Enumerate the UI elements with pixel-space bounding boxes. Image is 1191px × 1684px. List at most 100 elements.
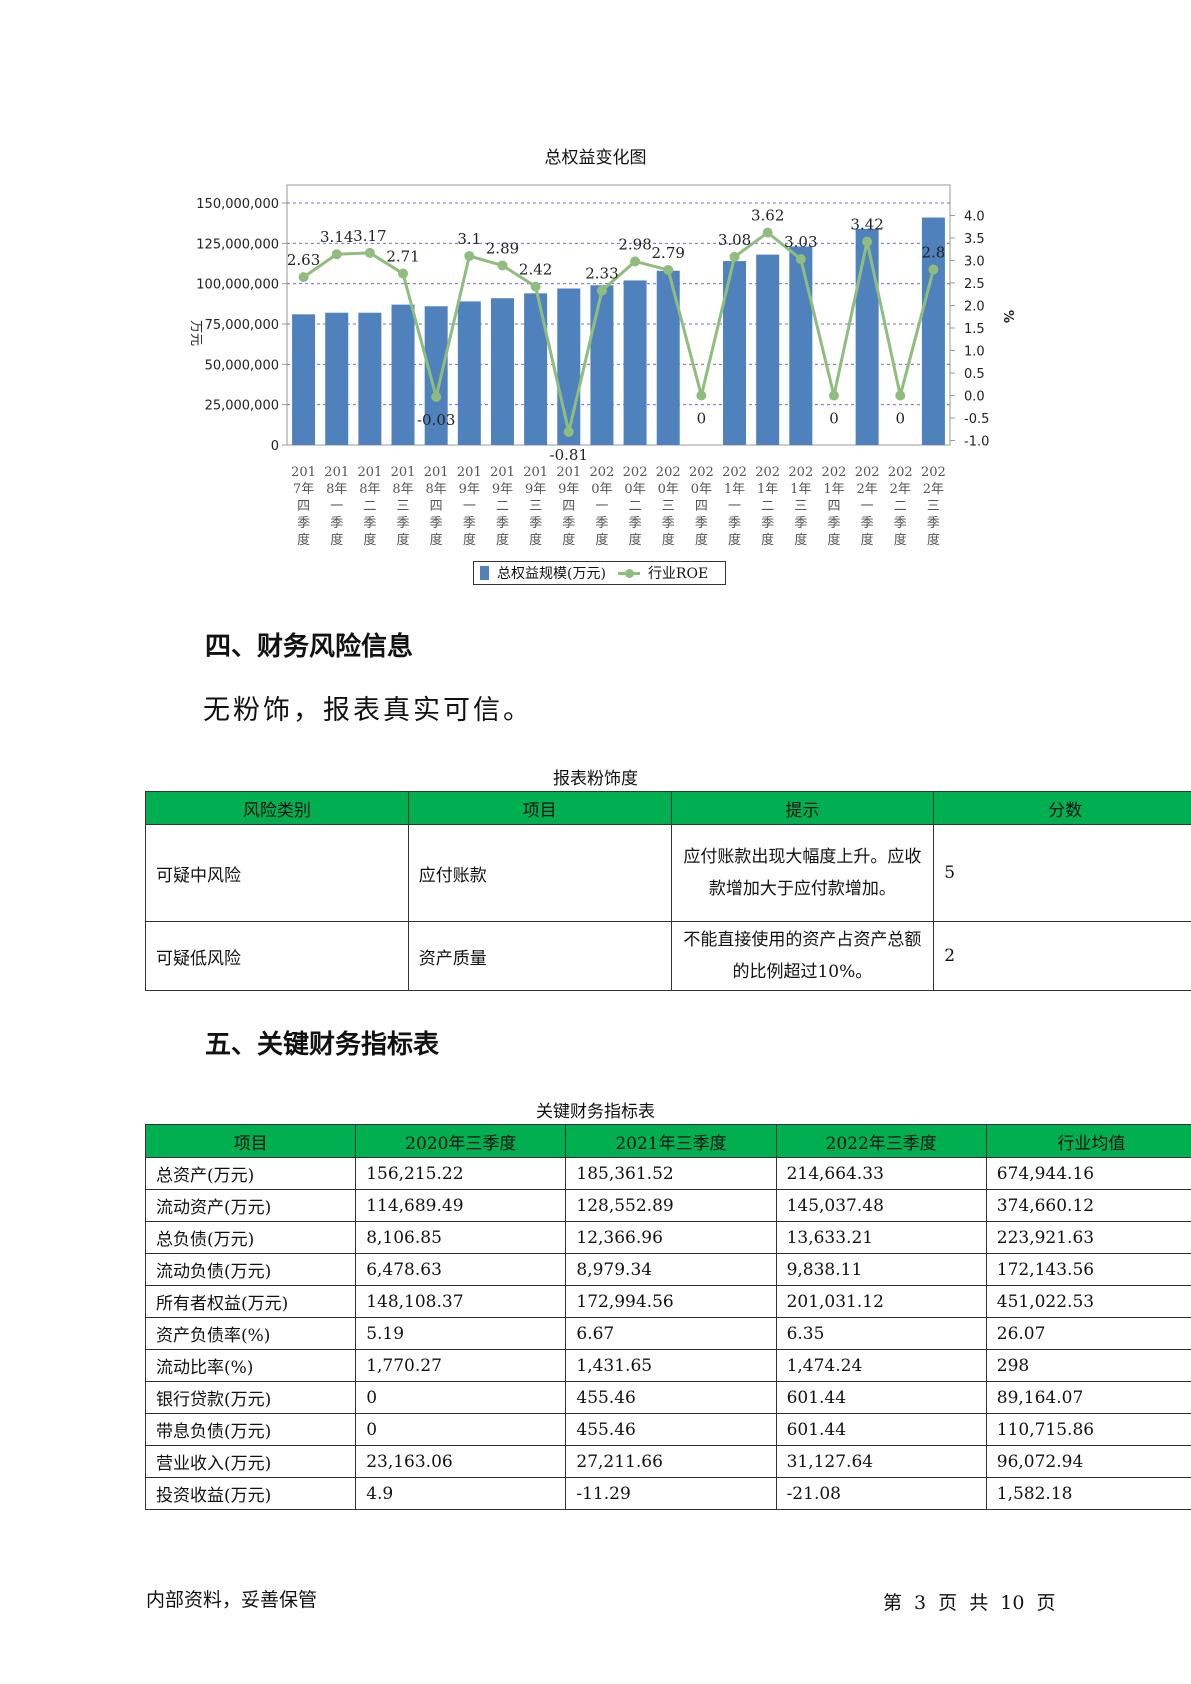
bar bbox=[756, 254, 780, 445]
indicator-label: 投资收益(万元) bbox=[144, 1477, 357, 1510]
x-tick-label: 度 bbox=[794, 532, 807, 548]
x-tick-label: 0年 bbox=[658, 482, 679, 497]
indicator-value: 8,106.85 bbox=[355, 1221, 567, 1254]
x-tick-label: 三 bbox=[794, 499, 807, 514]
roe-point bbox=[663, 264, 674, 275]
x-tick-label: 季 bbox=[562, 516, 575, 531]
y2-tick-label: 4.0 bbox=[964, 210, 985, 225]
x-tick-label: 一 bbox=[595, 499, 608, 514]
risk-header-cell: 风险类别 bbox=[145, 791, 409, 825]
x-tick-label: 度 bbox=[927, 532, 940, 548]
x-tick-label: 度 bbox=[695, 532, 708, 548]
indicator-header-cell: 2021年三季度 bbox=[565, 1124, 777, 1158]
x-tick-label: 度 bbox=[595, 532, 608, 548]
risk-hint: 应付账款出现大幅度上升。应收款增加大于应付款增加。 bbox=[670, 824, 935, 922]
x-tick-label: 202 bbox=[590, 465, 615, 480]
indicator-value: 455.46 bbox=[565, 1413, 777, 1446]
x-tick-label: 季 bbox=[496, 516, 509, 531]
x-tick-label: 8年 bbox=[326, 482, 347, 497]
y2-axis-label: % bbox=[1000, 310, 1015, 323]
roe-point bbox=[828, 390, 839, 401]
x-tick-label: 0年 bbox=[691, 482, 712, 497]
indicator-value: 13,633.21 bbox=[775, 1221, 987, 1254]
x-tick-label: 季 bbox=[695, 516, 708, 531]
x-tick-label: 201 bbox=[556, 465, 581, 480]
indicator-value: 6.67 bbox=[565, 1317, 777, 1350]
indicator-table-caption: 关键财务指标表 bbox=[536, 1102, 655, 1122]
indicator-value: 223,921.63 bbox=[985, 1221, 1191, 1254]
indicator-value: 8,979.34 bbox=[565, 1253, 777, 1286]
roe-data-label: 0 bbox=[829, 410, 839, 428]
y2-tick-label: -1.0 bbox=[964, 435, 989, 450]
roe-point bbox=[928, 264, 939, 275]
roe-data-label: 2.33 bbox=[585, 265, 618, 283]
y-tick-label: 50,000,000 bbox=[205, 358, 279, 373]
section5-heading: 五、关键财务指标表 bbox=[205, 1030, 440, 1060]
indicator-label: 流动负债(万元) bbox=[144, 1253, 357, 1286]
indicator-value: 9,838.11 bbox=[775, 1253, 987, 1286]
x-tick-label: 季 bbox=[662, 516, 675, 531]
x-tick-label: 7年 bbox=[293, 482, 314, 497]
table-row: 资产负债率(%) 5.19 6.67 6.35 26.07 bbox=[144, 1317, 1191, 1350]
indicator-value: -21.08 bbox=[775, 1477, 987, 1510]
y-tick-label: 150,000,000 bbox=[196, 197, 279, 212]
roe-data-label: 2.8 bbox=[921, 244, 945, 262]
indicator-header-cell: 行业均值 bbox=[985, 1124, 1191, 1158]
indicator-value: 451,022.53 bbox=[985, 1285, 1191, 1318]
x-tick-label: 度 bbox=[496, 532, 509, 548]
x-tick-label: 度 bbox=[463, 532, 476, 548]
indicator-table-header: 项目 2020年三季度 2021年三季度 2022年三季度 行业均值 bbox=[144, 1124, 1191, 1158]
roe-point bbox=[398, 268, 409, 279]
x-tick-label: 四 bbox=[430, 499, 443, 514]
y2-tick-label: 3.5 bbox=[964, 232, 985, 247]
footer-confidential: 内部资料，妥善保管 bbox=[146, 1589, 318, 1611]
bar bbox=[292, 314, 316, 445]
roe-data-label: 3.17 bbox=[353, 227, 386, 245]
roe-data-label: -0.03 bbox=[417, 411, 455, 429]
indicator-value: 601.44 bbox=[775, 1413, 987, 1446]
indicator-value: 0 bbox=[355, 1413, 567, 1446]
indicator-value: 298 bbox=[985, 1349, 1191, 1382]
indicator-value: 6.35 bbox=[775, 1317, 987, 1350]
x-tick-label: 201 bbox=[291, 465, 316, 480]
x-tick-label: 8年 bbox=[359, 482, 380, 497]
indicator-value: 185,361.52 bbox=[565, 1157, 777, 1190]
x-tick-label: 二 bbox=[629, 499, 642, 514]
plot-frame bbox=[286, 184, 951, 446]
bar bbox=[855, 228, 879, 445]
x-tick-label: 202 bbox=[822, 465, 847, 480]
indicator-label: 所有者权益(万元) bbox=[144, 1285, 357, 1318]
x-tick-label: 四 bbox=[695, 499, 708, 514]
indicator-table: 项目 2020年三季度 2021年三季度 2022年三季度 行业均值 总资产(万… bbox=[144, 1124, 1191, 1510]
x-tick-label: 季 bbox=[927, 516, 940, 531]
indicator-value: 26.07 bbox=[985, 1317, 1191, 1350]
legend-bar-swatch bbox=[480, 566, 489, 580]
indicator-header-cell: 2020年三季度 bbox=[355, 1124, 567, 1158]
roe-point bbox=[431, 391, 442, 402]
x-tick-label: 二 bbox=[363, 499, 376, 514]
x-tick-label: 201 bbox=[490, 465, 515, 480]
indicator-value: -11.29 bbox=[565, 1477, 777, 1510]
section4-text: 无粉饰，报表真实可信。 bbox=[203, 695, 533, 726]
x-tick-label: 201 bbox=[357, 465, 382, 480]
x-tick-label: 季 bbox=[894, 516, 907, 531]
x-tick-label: 二 bbox=[761, 499, 774, 514]
risk-score: 2 bbox=[933, 921, 1191, 991]
chart-legend: 总权益规模(万元) 行业ROE bbox=[473, 561, 726, 585]
indicator-value: 148,108.37 bbox=[355, 1285, 567, 1318]
indicator-value: 31,127.64 bbox=[775, 1445, 987, 1478]
x-tick-label: 度 bbox=[297, 532, 310, 548]
x-tick-label: 季 bbox=[430, 516, 443, 531]
roe-point bbox=[696, 390, 707, 401]
x-tick-label: 1年 bbox=[823, 482, 844, 497]
risk-table-caption: 报表粉饰度 bbox=[553, 769, 638, 789]
x-tick-label: 度 bbox=[629, 532, 642, 548]
x-tick-label: 度 bbox=[330, 532, 343, 548]
x-tick-label: 9年 bbox=[525, 482, 546, 497]
bar bbox=[789, 246, 813, 445]
x-tick-label: 季 bbox=[629, 516, 642, 531]
roe-line bbox=[302, 230, 935, 433]
roe-point bbox=[464, 251, 475, 261]
x-tick-label: 2年 bbox=[923, 482, 944, 497]
y2-tick-label: 1.0 bbox=[964, 345, 985, 360]
